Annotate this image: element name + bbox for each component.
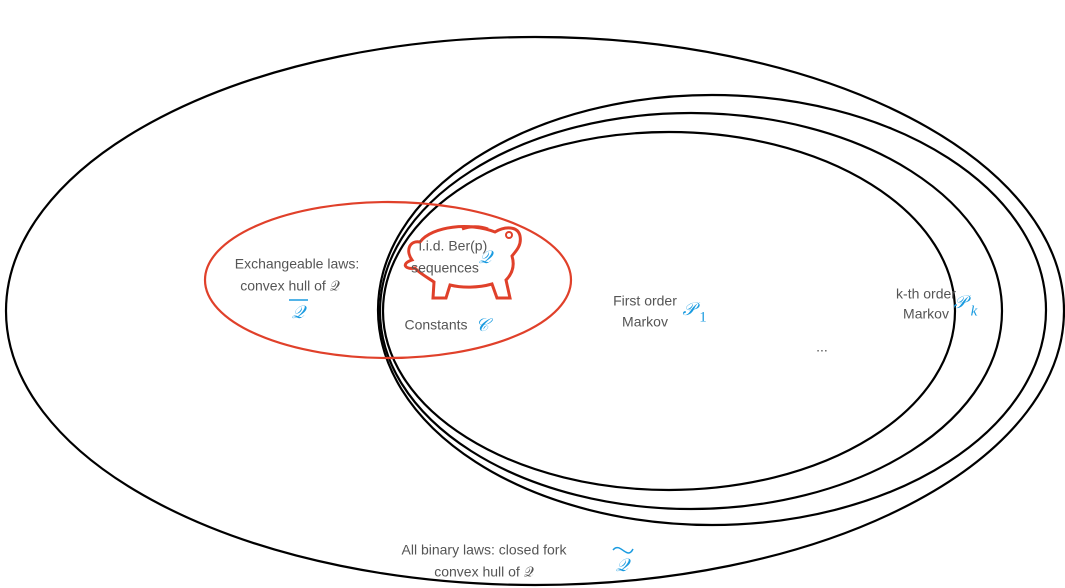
tilde <box>612 546 634 554</box>
iid-symbol: 𝒬 <box>479 247 495 268</box>
piggy-slot <box>461 225 489 231</box>
first-order-ellipse <box>381 130 957 492</box>
constants-symbol: 𝒞 <box>475 315 493 336</box>
piggy-eye <box>505 231 513 239</box>
exchangeable-ellipse <box>203 200 573 360</box>
all-binary-symbol: 𝒬 <box>616 555 632 576</box>
all-binary-line: convex hull of 𝒬 <box>434 564 534 580</box>
kth-order-ellipse <box>376 93 1048 527</box>
iid-line: i.i.d. Ber(p) <box>419 238 487 254</box>
piggy-bank-icon <box>403 225 522 300</box>
first-order-line: First order <box>613 293 677 309</box>
exchangeable-symbol: 𝒬 <box>292 302 308 323</box>
iid-line: sequences <box>411 260 479 276</box>
all-laws-ellipse <box>5 35 1065 587</box>
constants-label: Constants <box>404 317 467 333</box>
all-binary-line: All binary laws: closed fork <box>402 542 568 558</box>
first-order-line: Markov <box>622 314 668 330</box>
kth-order-subscript: k <box>971 303 978 319</box>
kth-order-line: Markov <box>903 306 949 322</box>
kth-order-symbol: 𝒫 <box>954 292 972 313</box>
exchangeable-line: convex hull of 𝒬 <box>240 278 340 294</box>
exchangeable-line: Exchangeable laws: <box>235 256 360 272</box>
first-order-symbol: 𝒫 <box>683 299 701 320</box>
kth-order-line: k-th order <box>896 286 956 302</box>
first-order-subscript: 1 <box>699 309 707 325</box>
ellipsis: ... <box>816 339 828 355</box>
markov-ellipse <box>378 111 1004 511</box>
